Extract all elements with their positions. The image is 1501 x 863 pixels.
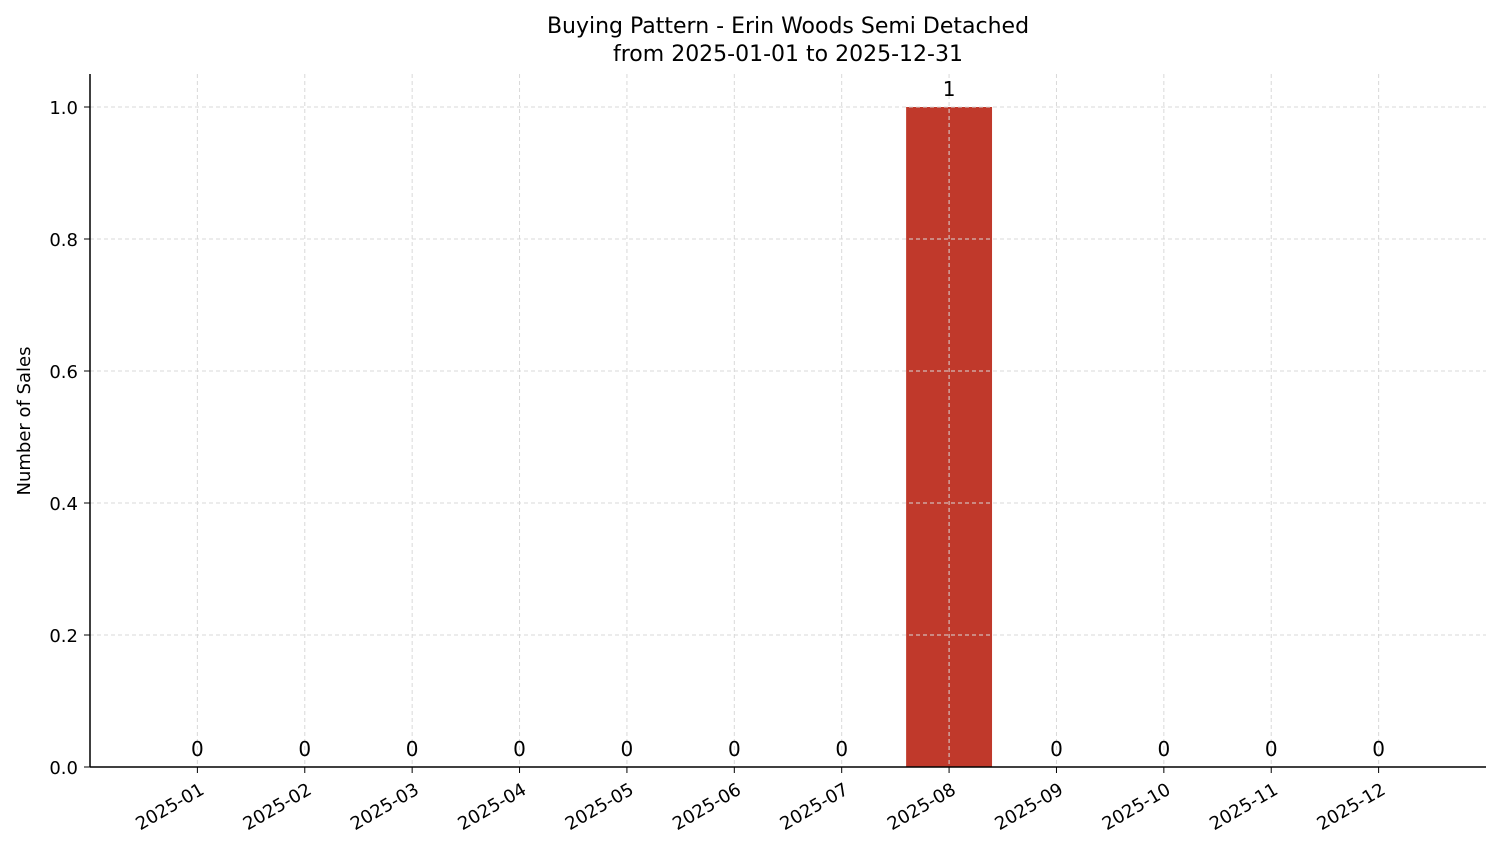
data-label: 1	[943, 77, 956, 101]
x-tick-label: 2025-07	[777, 779, 853, 835]
x-tick-label: 2025-02	[240, 779, 316, 835]
x-tick-label: 2025-12	[1313, 779, 1389, 835]
x-tick-label: 2025-10	[1099, 779, 1175, 835]
y-tick-label: 0.2	[49, 626, 78, 647]
data-label: 0	[191, 737, 204, 761]
bar	[906, 107, 993, 767]
x-tick-label: 2025-05	[562, 779, 638, 835]
data-label: 0	[298, 737, 311, 761]
x-tick-label: 2025-06	[669, 779, 745, 835]
data-label: 0	[621, 737, 634, 761]
data-label: 0	[406, 737, 419, 761]
data-label: 0	[1157, 737, 1170, 761]
data-label: 0	[1050, 737, 1063, 761]
x-tick-label: 2025-04	[454, 779, 530, 835]
chart-subtitle: from 2025-01-01 to 2025-12-31	[613, 42, 963, 67]
y-tick-label: 0.8	[49, 230, 78, 251]
y-tick-label: 0.6	[49, 362, 78, 383]
x-tick-label: 2025-08	[884, 779, 960, 835]
chart-title: Buying Pattern - Erin Woods Semi Detache…	[547, 14, 1029, 39]
data-label: 0	[835, 737, 848, 761]
data-label: 0	[728, 737, 741, 761]
x-tick-label: 2025-01	[132, 779, 208, 835]
data-label: 0	[513, 737, 526, 761]
y-axis-label: Number of Sales	[14, 346, 35, 495]
y-tick-label: 0.0	[49, 758, 78, 779]
data-label: 0	[1265, 737, 1278, 761]
x-tick-label: 2025-09	[991, 779, 1067, 835]
data-label: 0	[1372, 737, 1385, 761]
y-tick-label: 1.0	[49, 98, 78, 119]
x-tick-label: 2025-03	[347, 779, 423, 835]
x-tick-label: 2025-11	[1206, 779, 1282, 835]
y-tick-label: 0.4	[49, 494, 78, 515]
